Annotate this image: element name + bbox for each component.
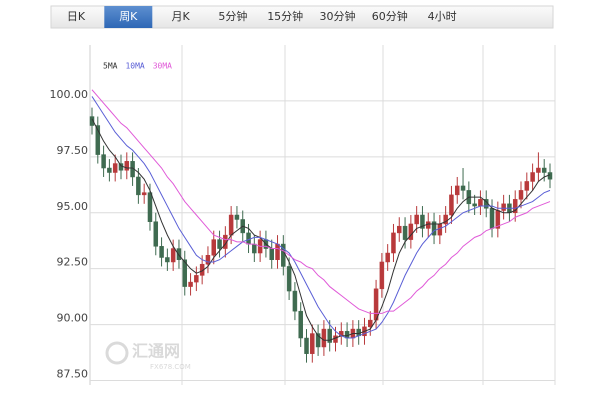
candle-body <box>205 255 211 265</box>
candle-body <box>460 185 466 191</box>
candle-body <box>315 333 321 348</box>
candle-body <box>437 223 443 236</box>
candle-body <box>170 248 176 263</box>
candle-body <box>536 167 541 173</box>
candle-body <box>147 192 153 222</box>
candle-body <box>524 181 530 191</box>
candle-body <box>153 221 159 247</box>
watermark-site: FX678.COM <box>150 363 191 371</box>
legend-entry: 10MA <box>125 62 144 71</box>
tab[interactable]: 周K <box>119 10 138 23</box>
candle-body <box>269 248 274 260</box>
candle-body <box>136 176 141 196</box>
candle-body <box>188 281 193 287</box>
candle-body <box>141 192 147 196</box>
candle-body <box>414 214 419 225</box>
candle-body <box>368 319 373 328</box>
candle-body <box>512 199 518 214</box>
candle-body <box>373 288 379 321</box>
candle-body <box>286 266 292 292</box>
candle-body <box>304 337 309 354</box>
candle-body <box>124 161 130 171</box>
candle-body <box>547 172 553 180</box>
plot <box>89 89 553 363</box>
tab[interactable]: 日K <box>67 10 86 23</box>
candle-body <box>426 221 431 229</box>
candle-body <box>518 190 524 200</box>
candle-body <box>118 163 124 171</box>
candle-body <box>489 208 495 229</box>
tab[interactable]: 月K <box>171 10 190 23</box>
candle-body <box>408 223 414 240</box>
candle-body <box>112 163 118 173</box>
legend: 5MA 10MA 30MA <box>103 62 172 71</box>
candle-body <box>217 239 222 249</box>
candle-body <box>298 310 303 339</box>
y-tick-label: 90.00 <box>57 312 89 325</box>
candle-body <box>234 214 240 220</box>
candle-body <box>420 214 425 229</box>
candle-body <box>252 243 257 254</box>
tab[interactable]: 60分钟 <box>372 9 408 23</box>
candle-body <box>402 225 408 240</box>
candle-body <box>211 239 216 256</box>
candle-body <box>182 259 188 287</box>
candle-body <box>443 214 448 225</box>
candle-body <box>159 246 164 258</box>
candle-body <box>454 185 460 196</box>
candle-body <box>431 221 437 236</box>
candle-body <box>95 125 101 155</box>
candle-body <box>541 167 547 173</box>
candle-body <box>327 328 332 343</box>
candle-body <box>194 275 199 283</box>
tabs: 日K 周K 月K 5分钟 15分钟 30分钟 60分钟 4小时 <box>67 6 457 28</box>
y-tick-label: 87.50 <box>57 368 89 381</box>
candle-body <box>333 335 338 343</box>
candle-body <box>397 225 402 234</box>
candle-body <box>101 154 106 169</box>
tab[interactable]: 4小时 <box>428 10 457 23</box>
ma-line <box>91 89 551 314</box>
watermark-icon <box>105 341 129 365</box>
ma-line <box>91 96 551 339</box>
ma-line <box>91 118 551 341</box>
tab-bar <box>50 5 554 29</box>
candle-body <box>275 243 280 260</box>
candle-body <box>228 214 234 236</box>
tab[interactable]: 15分钟 <box>267 9 303 23</box>
y-tick-label: 92.50 <box>57 256 89 269</box>
candle-body <box>379 261 385 290</box>
candle-body <box>501 203 506 211</box>
watermark: 汇通网 FX678.COM <box>105 341 191 371</box>
candle-body <box>165 257 170 263</box>
candle-body <box>385 252 390 263</box>
y-tick-label: 95.00 <box>57 200 89 213</box>
candle-body <box>89 116 95 126</box>
candle-body <box>310 333 315 354</box>
tab-active-bg <box>104 6 153 28</box>
candle-body <box>530 172 535 182</box>
grid: 87.50 90.00 92.50 95.00 97.50 100.00 <box>50 45 556 385</box>
y-tick-label: 97.50 <box>57 144 89 157</box>
watermark-name: 汇通网 <box>132 342 180 361</box>
candle-body <box>292 290 298 312</box>
legend-entry: 30MA <box>153 62 172 71</box>
y-tick-label: 100.00 <box>50 88 89 101</box>
candle-body <box>176 248 182 260</box>
candle-body <box>391 232 396 254</box>
legend-entry: 5MA <box>103 62 118 71</box>
candle-body <box>449 194 454 216</box>
candle-body <box>321 328 327 348</box>
candle-body <box>246 232 251 245</box>
tab[interactable]: 5分钟 <box>218 9 247 23</box>
candle-body <box>472 203 477 207</box>
candle-body <box>107 167 112 173</box>
candle-body <box>478 199 483 207</box>
tab[interactable]: 30分钟 <box>320 9 356 23</box>
